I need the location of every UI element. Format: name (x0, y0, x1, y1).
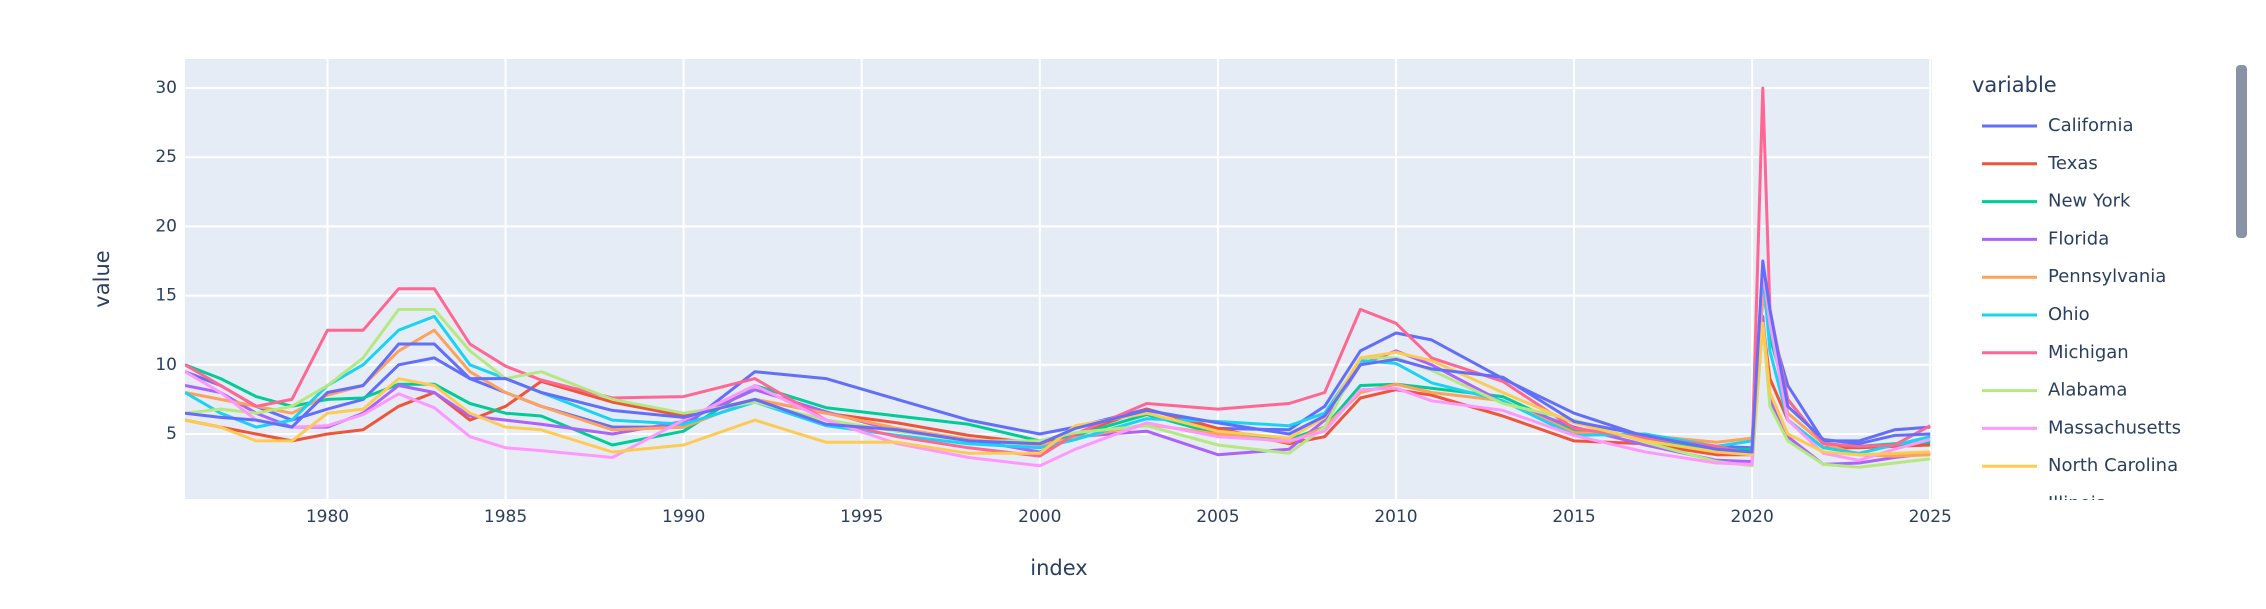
x-tick-label: 2005 (1196, 507, 1239, 527)
y-tick-label: 25 (155, 147, 177, 167)
x-tick-label: 2025 (1909, 507, 1952, 527)
x-axis-title: index (1030, 556, 1087, 580)
y-tick-label: 5 (166, 424, 177, 444)
x-tick-label: 1995 (840, 507, 883, 527)
legend-label: New York (2048, 191, 2131, 212)
y-tick-label: 30 (155, 78, 177, 98)
legend-label: Florida (2048, 228, 2109, 249)
lines (185, 86, 1931, 469)
x-tick-label: 1980 (306, 507, 349, 527)
x-tick-label: 2000 (1018, 507, 1061, 527)
series-line (185, 259, 1931, 454)
y-tick-label: 15 (155, 286, 177, 306)
x-tick-label: 2015 (1552, 507, 1595, 527)
legend-title: variable (1972, 73, 2057, 97)
legend-scrollbar[interactable] (2236, 65, 2247, 238)
legend-label: Texas (2047, 153, 2098, 174)
y-axis-title: value (90, 250, 114, 307)
legend-label: Michigan (2048, 342, 2129, 363)
ticks: 1980 1985 1990 1995 2000 2005 2010 2015 2020 2025… (155, 78, 1951, 527)
legend-label: Pennsylvania (2048, 266, 2166, 287)
legend: California Texas New York Florida Pennsylvan… (1982, 115, 2181, 514)
x-tick-label: 2010 (1374, 507, 1417, 527)
legend-label: Illinois (2048, 493, 2105, 514)
y-tick-label: 20 (155, 216, 177, 236)
plot-background (185, 59, 1932, 499)
x-tick-label: 1990 (662, 507, 705, 527)
legend-label: California (2048, 115, 2133, 136)
legend-label: Ohio (2048, 304, 2090, 325)
y-tick-label: 10 (155, 355, 177, 375)
legend-label: North Carolina (2048, 455, 2178, 476)
x-tick-label: 2020 (1731, 507, 1774, 527)
legend-label: Alabama (2048, 380, 2127, 401)
legend-label: Massachusetts (2048, 417, 2181, 438)
x-tick-label: 1985 (484, 507, 527, 527)
